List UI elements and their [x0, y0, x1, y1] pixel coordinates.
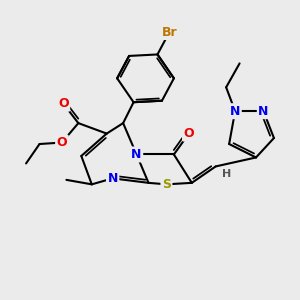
- Text: O: O: [57, 136, 67, 149]
- Text: N: N: [230, 105, 240, 118]
- Text: O: O: [58, 97, 69, 110]
- Text: H: H: [221, 169, 231, 179]
- Text: N: N: [131, 148, 142, 161]
- Text: N: N: [258, 105, 269, 118]
- Text: S: S: [162, 178, 171, 191]
- Text: Br: Br: [162, 26, 177, 38]
- Text: N: N: [107, 172, 118, 185]
- Text: O: O: [184, 127, 194, 140]
